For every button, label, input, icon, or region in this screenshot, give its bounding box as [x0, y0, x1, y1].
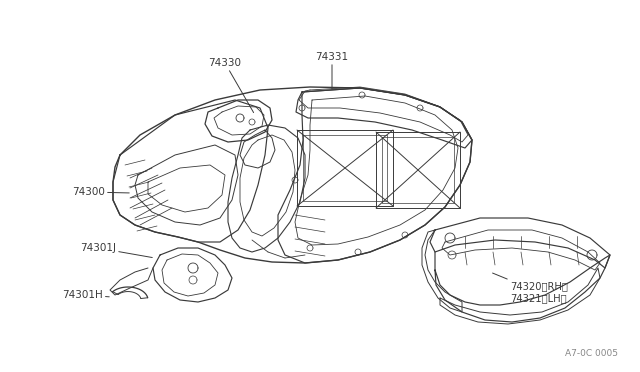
Text: 74301J: 74301J	[80, 243, 152, 257]
Text: A7-0C 0005: A7-0C 0005	[565, 349, 618, 358]
Text: 74301H: 74301H	[62, 290, 109, 300]
Text: 74320〈RH〉
74321〈LH〉: 74320〈RH〉 74321〈LH〉	[493, 273, 568, 303]
Text: 74330: 74330	[209, 58, 253, 113]
Text: 74331: 74331	[316, 52, 349, 89]
Text: 74300: 74300	[72, 187, 129, 197]
